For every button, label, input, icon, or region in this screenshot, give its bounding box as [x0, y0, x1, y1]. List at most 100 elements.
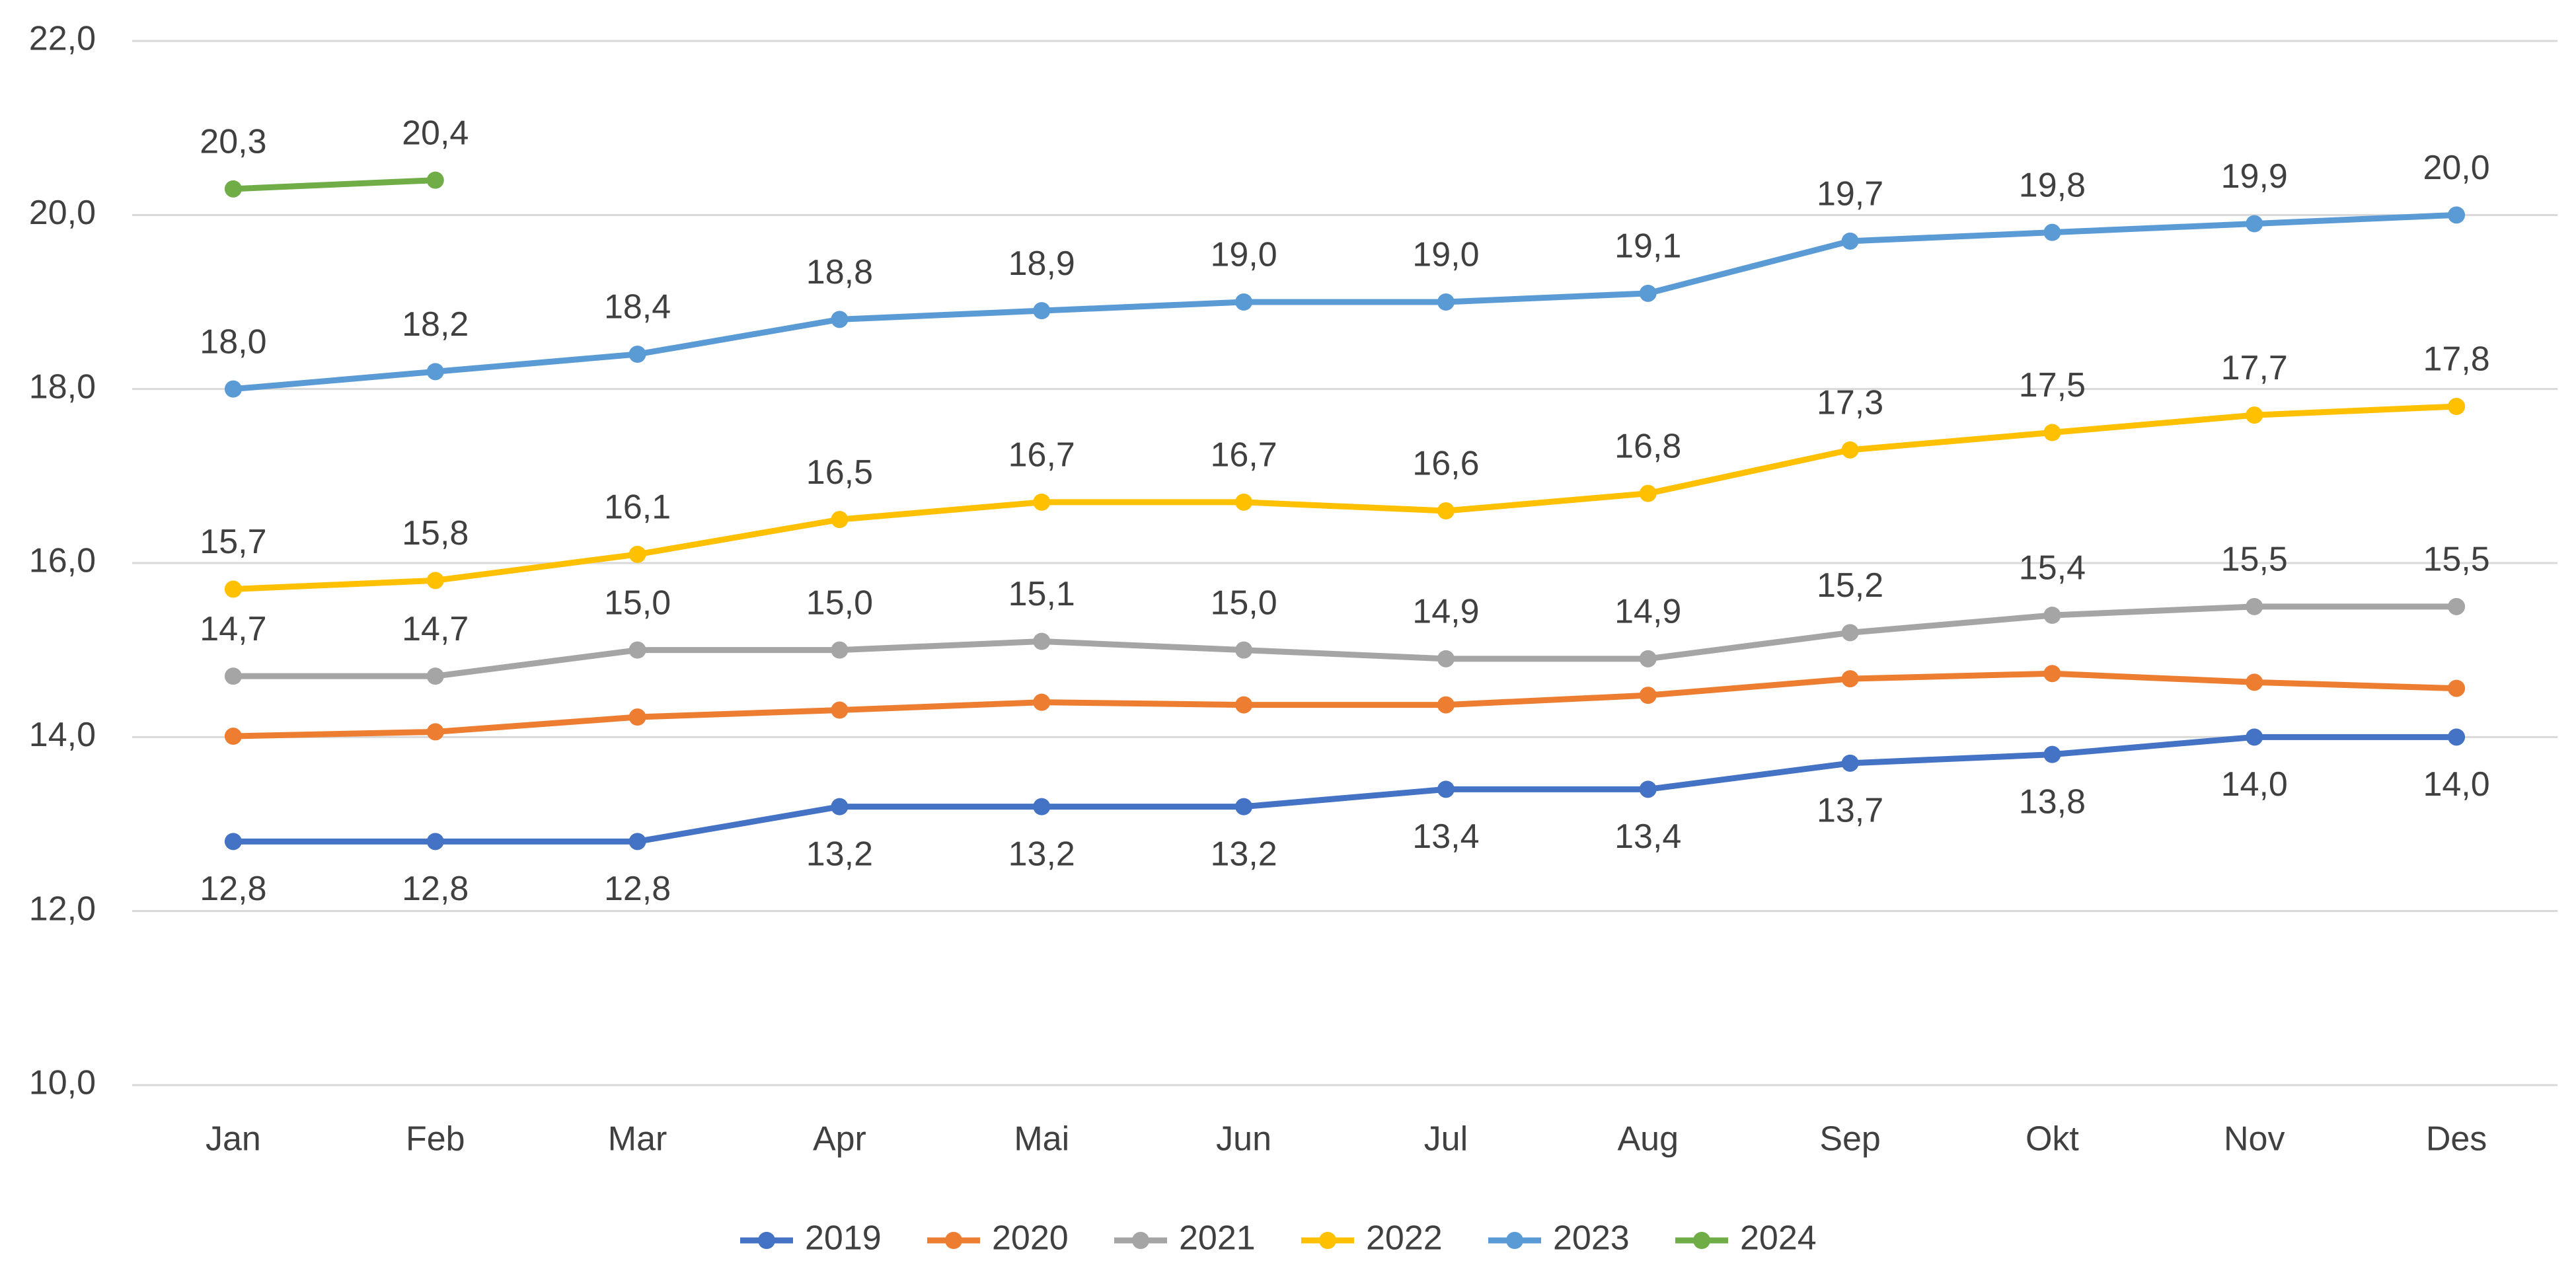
x-tick-label: Des	[2426, 1120, 2487, 1158]
legend-label: 2020	[992, 1219, 1069, 1258]
data-point	[1841, 670, 1859, 688]
data-label: 17,5	[2019, 366, 2086, 404]
data-label: 13,2	[806, 835, 873, 873]
data-label: 15,2	[1817, 566, 1883, 605]
data-label: 19,0	[1412, 236, 1479, 274]
data-point	[2246, 597, 2263, 615]
x-tick-label: Apr	[813, 1120, 866, 1158]
data-point	[1639, 650, 1657, 667]
data-point	[1437, 696, 1455, 714]
data-point	[224, 380, 242, 398]
data-label: 15,5	[2423, 541, 2489, 579]
data-label: 13,2	[1210, 835, 1277, 873]
data-label: 15,0	[806, 584, 873, 622]
data-label: 16,7	[1008, 436, 1075, 474]
data-point	[1033, 302, 1051, 320]
data-point	[628, 641, 646, 659]
data-point	[224, 667, 242, 685]
data-label: 15,8	[402, 514, 469, 552]
data-label: 15,0	[604, 584, 671, 622]
data-label: 17,3	[1817, 384, 1883, 422]
data-point	[2043, 665, 2061, 683]
data-point	[1235, 641, 1253, 659]
y-tick-label: 12,0	[29, 890, 96, 928]
data-point	[628, 545, 646, 563]
data-label: 14,7	[200, 610, 266, 648]
data-point	[1639, 484, 1657, 502]
legend-label: 2024	[1740, 1219, 1817, 1258]
data-point	[1639, 687, 1657, 704]
data-label: 18,2	[402, 305, 469, 344]
data-label: 15,7	[200, 523, 266, 561]
data-point	[224, 728, 242, 745]
x-tick-label: Okt	[2026, 1120, 2079, 1158]
series-line	[230, 603, 2460, 679]
data-label: 14,7	[402, 610, 469, 648]
data-label: 20,4	[402, 114, 469, 152]
data-label: 15,1	[1008, 575, 1075, 613]
data-point	[426, 833, 444, 851]
data-point	[628, 708, 646, 726]
x-tick-label: Jul	[1424, 1120, 1468, 1158]
legend-marker	[1506, 1232, 1523, 1249]
data-label: 12,8	[402, 870, 469, 908]
data-point	[2246, 728, 2263, 746]
data-point	[2043, 607, 2061, 624]
data-point	[831, 311, 849, 328]
data-label: 19,1	[1614, 227, 1681, 266]
data-point	[2246, 215, 2263, 233]
data-point	[1841, 441, 1859, 459]
data-point	[831, 641, 849, 659]
data-point	[426, 363, 444, 381]
data-point	[1437, 650, 1455, 667]
data-label: 16,1	[604, 488, 671, 527]
data-point	[628, 346, 646, 363]
data-label: 14,9	[1412, 593, 1479, 631]
data-label: 18,9	[1008, 245, 1075, 283]
data-point	[426, 723, 444, 741]
data-label: 18,8	[806, 253, 873, 291]
data-point	[1033, 798, 1051, 815]
data-point	[426, 667, 444, 685]
data-label: 20,3	[200, 123, 266, 161]
x-tick-label: Aug	[1617, 1120, 1679, 1158]
data-label: 12,8	[604, 870, 671, 908]
data-label: 17,7	[2221, 349, 2288, 387]
y-tick-label: 10,0	[29, 1064, 96, 1102]
x-tick-label: Mar	[608, 1120, 667, 1158]
series-line	[230, 177, 439, 192]
data-label: 16,6	[1412, 445, 1479, 483]
data-point	[224, 180, 242, 198]
data-point	[831, 701, 849, 719]
data-point	[1033, 693, 1051, 711]
data-point	[426, 572, 444, 589]
data-point	[224, 833, 242, 851]
legend-marker	[758, 1232, 775, 1249]
data-point	[2448, 597, 2466, 615]
series-line	[230, 734, 2460, 845]
data-point	[2448, 398, 2466, 415]
legend-label: 2022	[1366, 1219, 1443, 1258]
data-point	[1841, 232, 1859, 250]
data-label: 15,4	[2019, 549, 2086, 587]
data-point	[2043, 745, 2061, 763]
y-tick-label: 22,0	[29, 20, 96, 58]
legend-marker	[1319, 1232, 1336, 1249]
data-point	[1235, 293, 1253, 311]
legend-label: 2021	[1179, 1219, 1256, 1258]
series-line	[230, 211, 2460, 393]
y-tick-label: 20,0	[29, 194, 96, 232]
data-point	[1235, 798, 1253, 815]
data-point	[1841, 754, 1859, 772]
data-label: 16,5	[806, 453, 873, 492]
data-label: 13,4	[1412, 817, 1479, 856]
data-label: 19,9	[2221, 157, 2288, 196]
data-point	[2043, 223, 2061, 241]
legend-label: 2023	[1553, 1219, 1630, 1258]
data-point	[2246, 406, 2263, 424]
data-label: 14,9	[1614, 593, 1681, 631]
data-point	[2448, 206, 2466, 224]
x-tick-label: Nov	[2224, 1120, 2285, 1158]
x-tick-label: Jun	[1216, 1120, 1271, 1158]
